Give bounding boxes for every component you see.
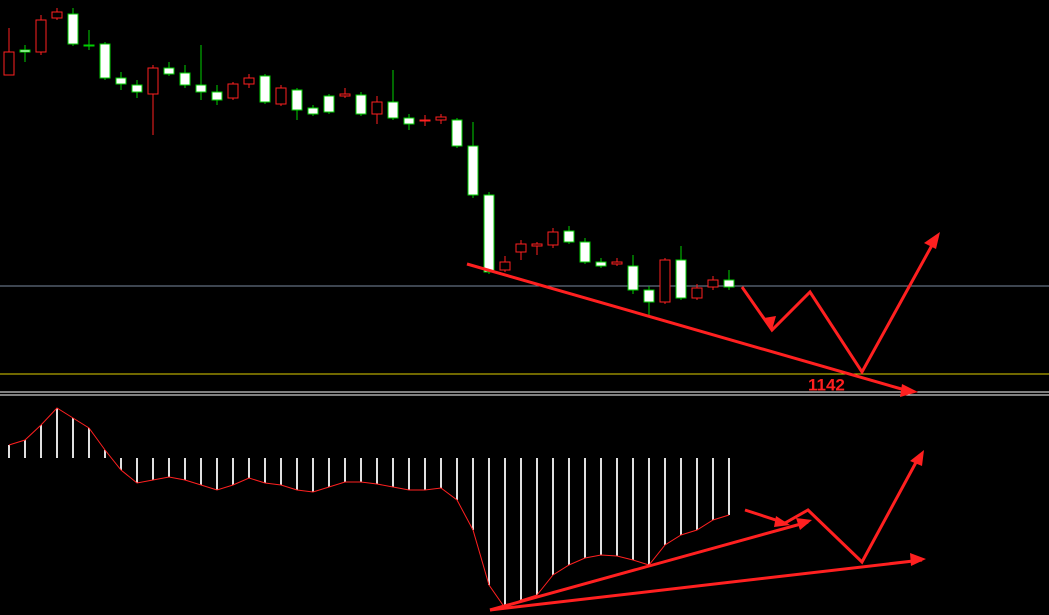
arrowhead <box>910 553 926 566</box>
candle-body <box>595 261 607 267</box>
candle-body <box>483 194 495 273</box>
candle-body <box>691 287 703 299</box>
candle-body <box>179 72 191 86</box>
candle-body <box>563 230 575 243</box>
candle-body <box>3 51 15 76</box>
trend-line <box>489 558 923 612</box>
level-label: 1142 <box>808 375 845 394</box>
candle-body <box>531 243 543 247</box>
candle-body <box>211 91 223 101</box>
candle-body <box>403 117 415 125</box>
candle-body <box>163 67 175 75</box>
arrowhead <box>910 450 924 466</box>
indicator-line <box>8 407 730 609</box>
trend-line <box>489 520 809 612</box>
candle-body <box>307 107 319 115</box>
candle-body <box>275 87 287 105</box>
candle-body <box>243 77 255 85</box>
arrowhead <box>924 232 940 249</box>
candle-body <box>355 94 367 115</box>
candle-body <box>35 19 47 53</box>
candle-body <box>499 261 511 271</box>
candle-body <box>147 67 159 95</box>
candle-body <box>371 101 383 115</box>
arrowhead <box>774 516 790 527</box>
candle-body <box>627 265 639 291</box>
candle-body <box>323 95 335 113</box>
candle-body <box>515 243 527 253</box>
candle-body <box>723 279 735 288</box>
candle-body <box>419 119 431 122</box>
candle-body <box>675 259 687 299</box>
zigzag <box>744 454 922 565</box>
candle-body <box>19 49 31 53</box>
candle-body <box>707 279 719 288</box>
arrowhead <box>900 384 918 397</box>
candle-body <box>643 289 655 303</box>
candle-body <box>611 261 623 265</box>
zigzag <box>740 237 938 375</box>
arrowhead <box>796 518 812 530</box>
candle-body <box>195 84 207 93</box>
arrowhead <box>764 316 776 330</box>
candle-body <box>659 259 671 303</box>
candle-body <box>131 84 143 93</box>
candle-body <box>259 75 271 103</box>
candle-body <box>51 11 63 19</box>
candle-body <box>547 231 559 246</box>
candle-body <box>451 119 463 147</box>
drawings <box>466 237 938 612</box>
arrowheads <box>764 232 940 566</box>
candle-body <box>83 44 95 47</box>
candle-body <box>435 116 447 121</box>
candle-body <box>291 89 303 111</box>
candle-body <box>67 13 79 45</box>
candle-body <box>339 93 351 97</box>
candle-body <box>99 43 111 79</box>
candles <box>0 8 1049 375</box>
candle-body <box>579 241 591 263</box>
candle-body <box>115 77 127 85</box>
candle-body <box>467 145 479 196</box>
indicator <box>8 407 730 609</box>
trend-line <box>466 262 913 394</box>
candle-body <box>387 101 399 119</box>
candle-body <box>227 83 239 99</box>
